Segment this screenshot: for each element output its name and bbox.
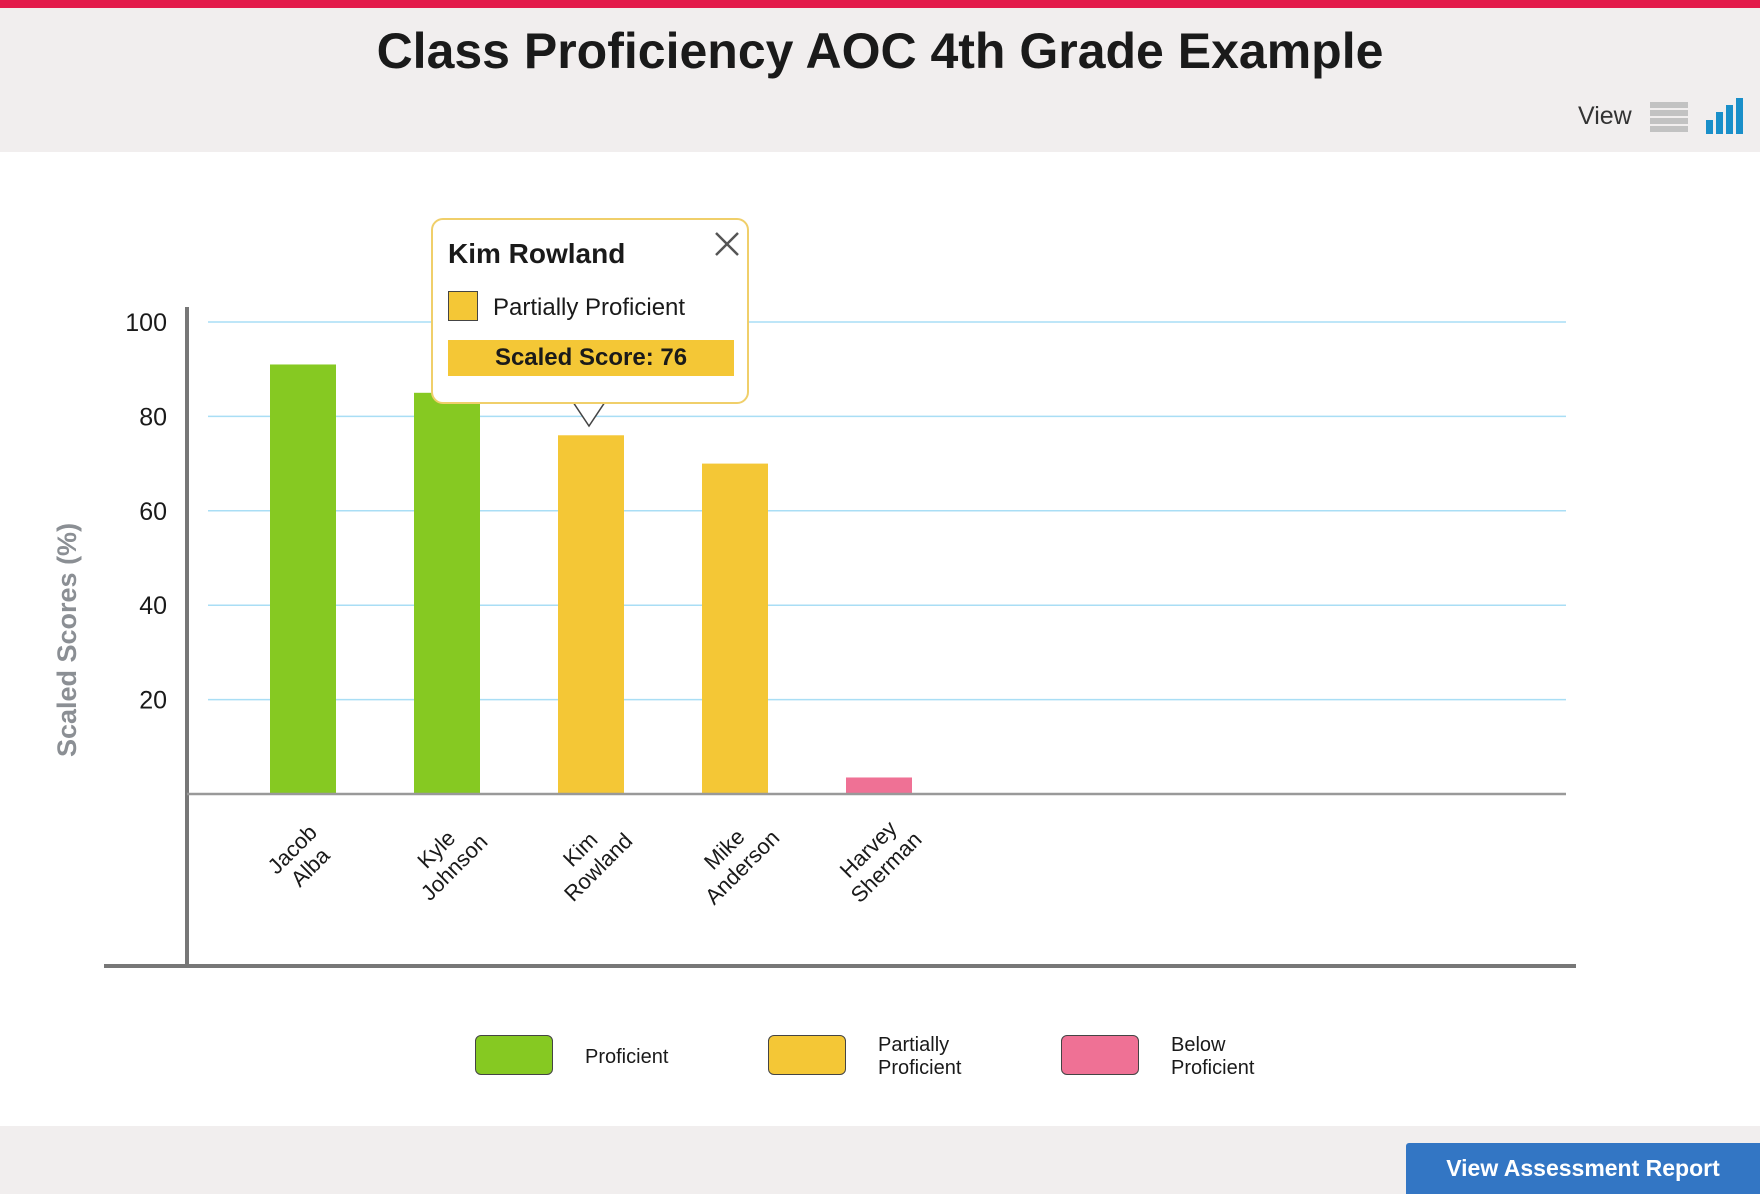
y-tick-label: 20	[139, 687, 167, 715]
tooltip-pointer	[573, 402, 605, 428]
tooltip-scaled-score: Scaled Score: 76	[448, 340, 734, 376]
legend-swatch	[1061, 1035, 1139, 1075]
view-label: View	[1578, 102, 1632, 130]
bar-tooltip: Kim Rowland Partially Proficient Scaled …	[431, 218, 749, 404]
x-tick-label: KyleJohnson	[398, 811, 492, 905]
bar[interactable]	[558, 435, 624, 794]
bar[interactable]	[846, 777, 912, 794]
x-tick-label: KimRowland	[541, 810, 637, 906]
x-tick-label: HarveySherman	[828, 809, 927, 908]
bar[interactable]	[414, 392, 480, 794]
view-assessment-report-button[interactable]: View Assessment Report	[1406, 1143, 1760, 1194]
y-tick-label: 100	[125, 309, 167, 337]
y-axis-title: Scaled Scores (%)	[52, 523, 82, 757]
tooltip-status-swatch	[448, 291, 478, 321]
bar[interactable]	[270, 364, 336, 794]
page-title: Class Proficiency AOC 4th Grade Example	[376, 23, 1384, 79]
y-tick-label: 40	[139, 592, 167, 620]
legend-swatch	[768, 1035, 846, 1075]
x-tick-label: JacobAlba	[263, 820, 340, 897]
y-tick-label: 60	[139, 498, 167, 526]
y-tick-label: 80	[139, 403, 167, 431]
page-header	[0, 8, 1760, 152]
bar[interactable]	[702, 463, 768, 794]
legend-label: Partially Proficient	[878, 1034, 962, 1079]
legend-label: Below Proficient	[1171, 1034, 1255, 1079]
x-tick-label: MikeAnderson	[682, 807, 784, 909]
close-icon[interactable]	[713, 230, 741, 258]
bar-chart-icon[interactable]	[1706, 98, 1744, 134]
tooltip-status: Partially Proficient	[493, 294, 686, 321]
legend: Proficient Partially Proficient Below Prof…	[0, 1030, 1760, 1084]
top-accent-bar	[0, 0, 1760, 8]
legend-swatch	[475, 1035, 553, 1075]
list-icon[interactable]	[1650, 102, 1688, 132]
tooltip-student-name: Kim Rowland	[448, 238, 626, 269]
legend-label: Proficient	[585, 1046, 669, 1068]
